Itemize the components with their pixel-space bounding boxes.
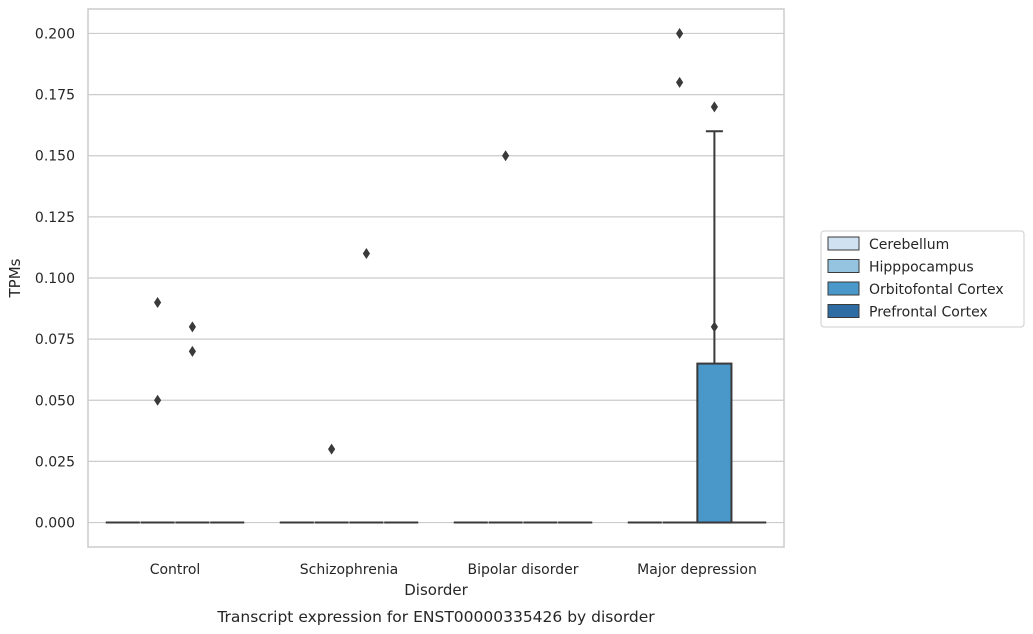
box-hipppocampus [488, 150, 523, 524]
y-tick-label: 0.050 [35, 393, 75, 409]
x-tick-label: Control [150, 562, 201, 578]
box-hipppocampus [140, 296, 175, 524]
legend-frame [820, 230, 1025, 328]
y-tick-label: 0.200 [35, 26, 75, 42]
x-axis-title: Disorder [404, 581, 468, 599]
y-tick-label: 0.075 [35, 332, 75, 348]
y-tick-label: 0.025 [35, 454, 75, 470]
x-tick-label: Bipolar disorder [467, 562, 578, 578]
legend-swatch [827, 236, 860, 251]
outlier-point [154, 296, 162, 308]
outlier-point [676, 27, 684, 39]
legend-swatch [827, 259, 860, 273]
box-body [696, 362, 733, 524]
plot-area-frame [87, 8, 785, 548]
legend-swatch [827, 304, 860, 318]
box-plot-series [105, 27, 767, 524]
axis-ticks: 0.000 0.025 0.050 0.075 0.100 0.125 0.150 0.175… [35, 26, 757, 578]
legend-label: Hipppocampus [869, 260, 974, 276]
outlier-point [502, 150, 510, 162]
outlier-point [710, 321, 718, 333]
x-tick-label: Schizophrenia [300, 562, 398, 578]
box-hipppocampus [662, 27, 697, 524]
box-hipppocampus [314, 443, 349, 524]
y-tick-label: 0.175 [35, 88, 75, 104]
legend-swatch [827, 281, 860, 296]
figure-caption: Transcript expression for ENST0000033542… [216, 608, 655, 626]
outlier-point [676, 76, 684, 88]
legend: Cerebellum Hipppocampus Orbitofontal Corte… [820, 230, 1025, 328]
outlier-point [710, 101, 718, 113]
y-tick-label: 0.150 [35, 149, 75, 165]
y-tick-label: 0.000 [35, 516, 75, 532]
outlier-point [362, 248, 370, 260]
outlier-point [154, 394, 162, 406]
y-tick-label: 0.100 [35, 271, 75, 287]
outlier-point [188, 345, 196, 357]
legend-label: Orbitofontal Cortex [869, 282, 1004, 298]
legend-label: Prefrontal Cortex [869, 305, 988, 321]
box-orbitofontal-cortex [349, 248, 384, 524]
legend-label: Cerebellum [869, 237, 949, 253]
outlier-point [188, 321, 196, 333]
y-axis-title: TPMs [6, 258, 24, 298]
box-orbitofontal-cortex [696, 101, 733, 524]
box-orbitofontal-cortex [175, 321, 210, 524]
gridlines [88, 32, 784, 524]
y-tick-label: 0.125 [35, 210, 75, 226]
x-tick-label: Major depression [637, 562, 757, 578]
outlier-point [328, 443, 336, 455]
